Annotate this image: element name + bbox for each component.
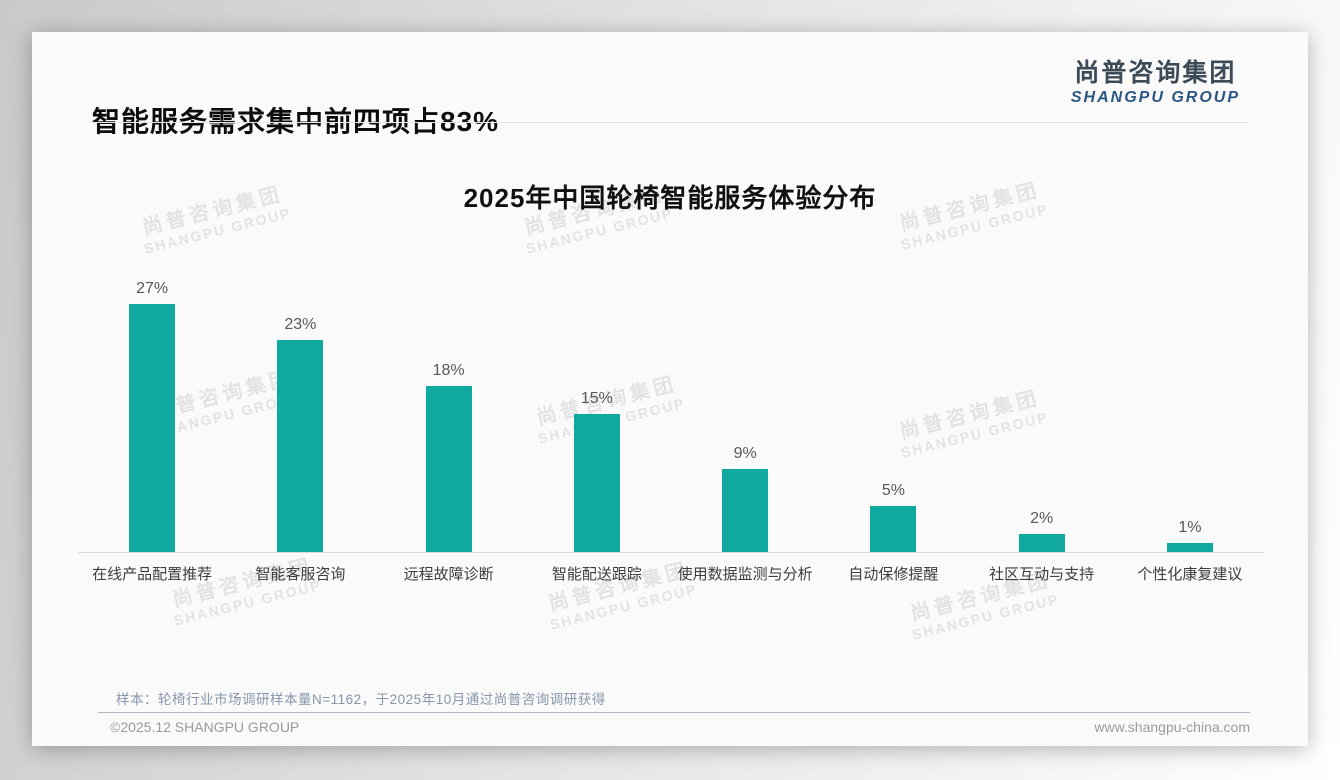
bar-category-label: 个性化康复建议 [1137,566,1243,583]
bar-stack: 15% [522,212,671,553]
bar-category-label: 远程故障诊断 [403,566,494,583]
bar [277,340,324,552]
bar-column: 18% 远程故障诊断 [374,212,523,583]
website-link: www.shangpu-china.com [1094,719,1250,735]
bar-category-label: 社区互动与支持 [989,566,1095,583]
bar-chart: 27% 在线产品配置推荐 23% 智能客服咨询 18% 远程故障诊断 15% 智能配送跟踪 9%… [78,212,1264,582]
bar [573,414,620,552]
bar-column: 27% 在线产品配置推荐 [78,212,227,583]
bar-stack: 9% [671,212,820,553]
bar-column: 2% 社区互动与支持 [967,212,1116,583]
bar-category-label: 自动保修提醒 [848,566,939,583]
bar [870,506,917,552]
company-logo: 尚普咨询集团 SHANGPU GROUP [1071,58,1240,107]
bar-value-label: 18% [432,362,465,379]
bar-column: 5% 自动保修提醒 [819,212,968,583]
footer-bar: ©2025.12 SHANGPU GROUP www.shangpu-china… [110,719,1250,735]
bar [129,304,176,552]
bar-value-label: 23% [284,316,317,333]
bar-value-label: 9% [733,445,757,462]
bar-stack: 2% [967,212,1116,553]
bar [722,469,769,552]
footer-divider [98,712,1250,713]
bar-value-label: 27% [136,280,169,297]
bar-stack: 1% [1115,212,1264,553]
bar-column: 15% 智能配送跟踪 [522,212,671,583]
bar-value-label: 15% [580,390,613,407]
bar-category-label: 智能配送跟踪 [551,566,642,583]
bar-stack: 18% [374,212,523,553]
chart-title: 2025年中国轮椅智能服务体验分布 [463,183,877,213]
bar-stack: 23% [226,212,375,553]
bar-category-label: 使用数据监测与分析 [677,566,813,583]
bar-value-label: 2% [1030,510,1054,527]
logo-english-text: SHANGPU GROUP [1070,89,1240,106]
bar-stack: 5% [819,212,968,553]
slide: 尚普咨询集团 SHANGPU GROUP 尚普咨询集团 SHANGPU GROUP … [32,32,1308,746]
bar-column: 23% 智能客服咨询 [226,212,375,583]
bar-value-label: 1% [1178,519,1202,536]
bar-stack: 27% [78,212,227,553]
sample-note: 样本：轮椅行业市场调研样本量N=1162，于2025年10月通过尚普咨询调研获得 [116,692,606,707]
header-divider [90,122,1250,123]
bar-category-label: 智能客服咨询 [255,566,346,583]
bar [1018,534,1065,552]
bar-column: 1% 个性化康复建议 [1115,212,1264,583]
bar-category-label: 在线产品配置推荐 [92,566,213,583]
copyright-text: ©2025.12 SHANGPU GROUP [110,719,300,735]
page-title: 智能服务需求集中前四项占83% [92,106,500,137]
bar-column: 9% 使用数据监测与分析 [671,212,820,583]
logo-chinese-text: 尚普咨询集团 [1074,59,1237,87]
bar-value-label: 5% [881,482,905,499]
bar [425,386,472,552]
bar [1166,543,1213,552]
